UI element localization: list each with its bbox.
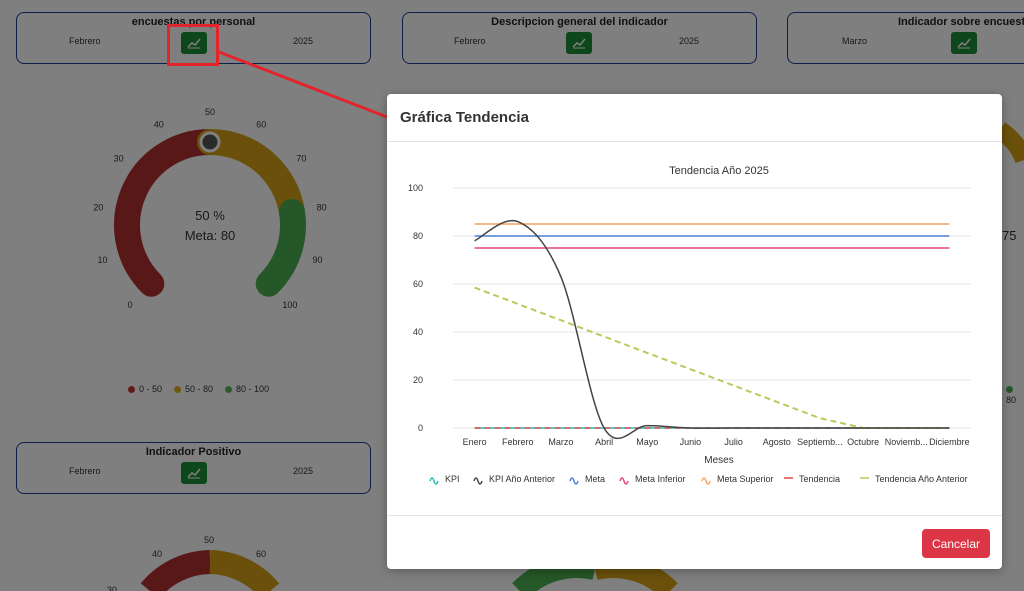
- modal-title: Gráfica Tendencia: [400, 109, 529, 126]
- series-line: [474, 286, 950, 429]
- trend-chart-modal: Gráfica Tendencia Tendencia Año 2025 0 20 4…: [387, 94, 1002, 569]
- y-tick-label: 60: [413, 279, 423, 289]
- legend-label: Tendencia: [799, 474, 840, 484]
- trend-line-chart: Tendencia Año 2025 0 20 40 60 80 100 Enero Febre…: [408, 165, 971, 485]
- legend-line-icon: [701, 477, 711, 485]
- x-tick-label: Mayo: [636, 437, 658, 447]
- modal-body: Tendencia Año 2025 0 20 40 60 80 100 Enero Febre…: [387, 142, 1002, 515]
- chart-title: Tendencia Año 2025: [669, 165, 769, 177]
- modal-footer: Cancelar: [387, 515, 1002, 569]
- x-tick-label: Julio: [724, 437, 743, 447]
- legend-label: Meta Inferior: [635, 474, 686, 484]
- legend-line-icon: [569, 477, 579, 485]
- x-tick-label: Marzo: [548, 437, 573, 447]
- y-tick-label: 0: [418, 423, 423, 433]
- x-tick-label: Junio: [680, 437, 702, 447]
- x-tick-label: Enero: [463, 437, 487, 447]
- x-tick-label: Octubre: [847, 437, 879, 447]
- cancel-button[interactable]: Cancelar: [922, 529, 990, 558]
- legend-label: Tendencia Año Anterior: [875, 474, 968, 484]
- x-tick-label: Diciembre: [929, 437, 970, 447]
- x-tick-label: Agosto: [763, 437, 791, 447]
- legend-label: KPI: [445, 474, 460, 484]
- legend-line-icon: [619, 477, 629, 485]
- x-tick-label: Noviemb...: [885, 437, 928, 447]
- x-tick-label: Febrero: [502, 437, 534, 447]
- annotation-highlight-box: [167, 24, 219, 66]
- x-tick-label: Septiemb...: [797, 437, 843, 447]
- y-tick-label: 80: [413, 231, 423, 241]
- y-tick-label: 100: [408, 183, 423, 193]
- legend-label: Meta: [585, 474, 605, 484]
- x-axis-label: Meses: [704, 455, 733, 466]
- y-tick-label: 40: [413, 327, 423, 337]
- legend-label: Meta Superior: [717, 474, 774, 484]
- x-tick-label: Abril: [595, 437, 613, 447]
- y-tick-label: 20: [413, 375, 423, 385]
- legend-line-icon: [473, 477, 483, 485]
- legend-line-icon: [429, 477, 439, 485]
- modal-header: Gráfica Tendencia: [387, 94, 1002, 142]
- legend-label: KPI Año Anterior: [489, 474, 555, 484]
- series-line: [474, 219, 950, 440]
